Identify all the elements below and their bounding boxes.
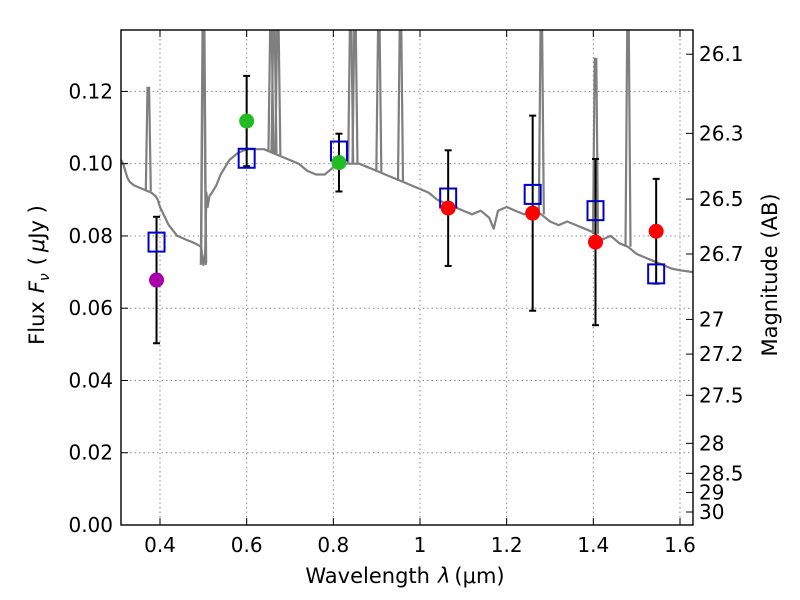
observed-flux-point (440, 200, 456, 216)
model-photometry-square (647, 263, 666, 285)
y2-tick-label: 28.5 (699, 461, 744, 485)
emission-line-spike (274, 30, 282, 156)
y2-tick-label: 27 (699, 307, 724, 331)
emission-line-spike (537, 30, 545, 215)
y-axis: 0.00 0.02 0.04 0.06 0.08 0.10 0.12 (68, 79, 128, 537)
x-tick-label: 1.6 (664, 533, 696, 557)
x-tick-label: 0.8 (317, 533, 349, 557)
y2-tick-label: 26.7 (699, 242, 744, 266)
x-axis: 0.4 0.6 0.8 1 1.2 1.4 1.6 (144, 30, 696, 557)
x-tick-label: 0.6 (231, 533, 263, 557)
observed-flux-point (331, 155, 347, 171)
y2-tick-label: 27.2 (699, 342, 744, 366)
y2-tick-label: 29 (699, 480, 724, 504)
y-tick-label: 0.06 (68, 296, 113, 320)
model-photometry-square (147, 231, 166, 253)
emission-line-spike (375, 30, 383, 172)
x-tick-label: 0.4 (144, 533, 176, 557)
emission-line-spike (351, 30, 359, 164)
x-tick-label: 1.2 (491, 533, 523, 557)
y2-tick-label: 26.5 (699, 187, 744, 211)
y-tick-label: 0.08 (68, 224, 113, 248)
observed-flux-point (648, 223, 664, 239)
y2-tick-label: 27.5 (699, 383, 744, 407)
y-tick-label: 0.12 (68, 79, 113, 103)
y-tick-label: 0.02 (68, 441, 113, 465)
y-tick-label: 0.00 (68, 513, 113, 537)
emission-line-spike (396, 30, 405, 181)
y2-tick-label: 26.1 (699, 42, 744, 66)
grid-lines (121, 30, 693, 526)
x-axis-title: Wavelength λ (μm) (305, 564, 504, 588)
x-tick-label: 1.4 (577, 533, 609, 557)
observed-flux-point (149, 272, 165, 288)
model-photometry-square (237, 147, 256, 169)
model-photometry-square (523, 183, 542, 205)
observed-flux-point (588, 234, 603, 250)
emission-line-spike (624, 30, 632, 247)
x-tick-label: 1 (414, 533, 427, 557)
emission-line-spike (200, 30, 208, 263)
plot-frame (120, 29, 694, 526)
model-photometry-square (586, 200, 605, 222)
emission-line-spike (591, 57, 600, 235)
emission-line-spike (144, 86, 152, 192)
observed-flux-point (525, 205, 541, 221)
y2-tick-label: 26.3 (699, 121, 744, 145)
plot-area (121, 30, 693, 345)
y-tick-label: 0.04 (68, 368, 113, 392)
y2-tick-label: 30 (699, 500, 724, 524)
y-tick-label: 0.10 (68, 152, 113, 176)
sed-model-line (121, 148, 693, 274)
observed-flux-point (239, 113, 255, 129)
y-axis-title: FluxFν(μJy ) (25, 205, 53, 345)
y2-tick-label: 28 (699, 431, 724, 455)
y2-axis-title: Magnitude (AB) (758, 193, 782, 356)
